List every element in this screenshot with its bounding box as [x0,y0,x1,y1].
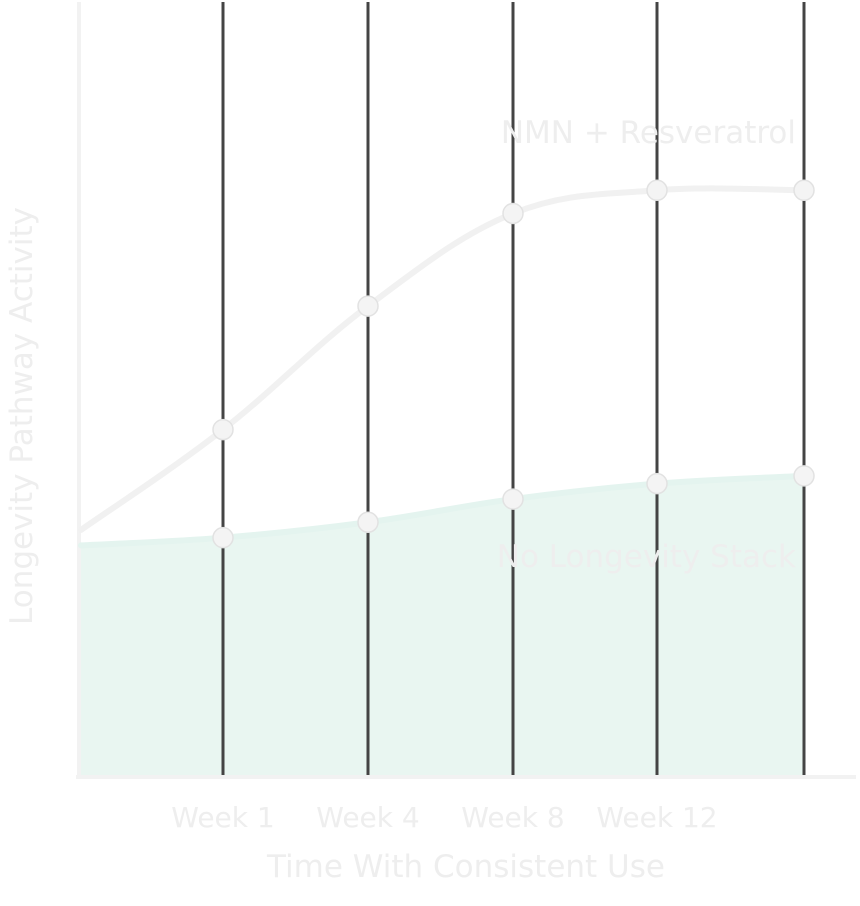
point-no-longevity-stack-4 [646,472,668,495]
gridline-layer [221,2,806,777]
x-tick-label-1: Week 1 [171,801,274,834]
axes [76,2,856,779]
point-no-longevity-stack-1 [212,526,234,549]
x-tick-label-2: Week 4 [316,801,419,834]
point-nmn-resveratrol-2 [357,295,379,317]
y-axis-label: Longevity Pathway Activity [4,207,40,625]
series-label-nmn-resveratrol: NMN + Resveratrol [501,115,796,151]
point-nmn-resveratrol-3 [502,202,524,225]
series-label-layer: NMN + Resveratrol No Longevity Stack [497,115,796,575]
marker-layer [212,179,815,549]
point-nmn-resveratrol-4 [646,179,668,202]
tick-label-layer: Week 1 Week 4 Week 8 Week 12 [171,801,717,834]
series-label-no-longevity-stack: No Longevity Stack [497,539,796,575]
series-line-nmn-resveratrol [78,185,807,533]
x-tick-label-3: Week 8 [461,801,564,834]
point-no-longevity-stack-3 [502,488,524,510]
x-tick-label-4: Week 12 [596,801,717,834]
area-no-longevity-stack [81,475,804,777]
x-axis-label: Time With Consistent Use [266,849,665,885]
point-nmn-resveratrol-1 [212,418,234,441]
point-no-longevity-stack-5 [793,465,815,487]
point-no-longevity-stack-2 [357,511,379,533]
area-layer [81,475,804,777]
point-nmn-resveratrol-5 [793,179,815,202]
